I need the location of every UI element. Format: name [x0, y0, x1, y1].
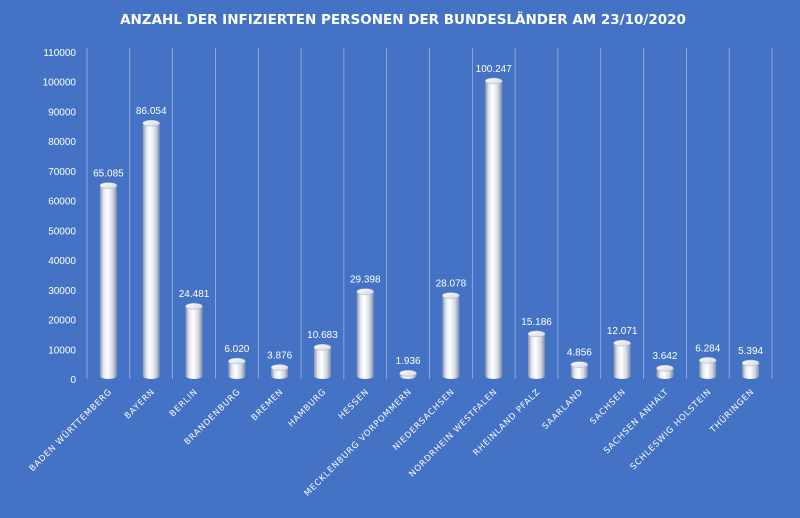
bar-cap [741, 359, 760, 367]
x-tick-label: BAYERN [123, 387, 157, 421]
y-tick-label: 100000 [43, 78, 77, 89]
bar [613, 339, 631, 379]
data-label: 29.398 [350, 275, 381, 286]
bar [656, 364, 674, 379]
bar-cap [185, 302, 203, 310]
bar [484, 77, 503, 379]
bar-cap [313, 343, 332, 351]
data-label: 28.078 [436, 279, 467, 290]
bar-body [742, 362, 760, 379]
data-label: 5.394 [738, 346, 763, 357]
bar-body [313, 347, 331, 379]
data-label: 6.020 [224, 344, 249, 355]
bar [142, 119, 160, 379]
bar [356, 288, 375, 379]
bar-body [185, 306, 203, 379]
bar-cap [356, 288, 375, 295]
bar-cap [699, 357, 717, 364]
bar-cap [484, 77, 503, 85]
data-labels: 65.085 86.054 24.481 6.020 3.876 10.683 29.398… [93, 64, 763, 367]
bar [228, 357, 246, 379]
y-tick-label: 60000 [48, 197, 76, 208]
y-tick-label: 50000 [48, 226, 76, 237]
y-tick-label: 90000 [48, 107, 76, 118]
data-label: 3.642 [652, 351, 677, 362]
bar [99, 182, 118, 379]
y-tick-label: 0 [70, 375, 76, 386]
bar-body [699, 360, 717, 379]
bar [399, 369, 417, 379]
data-label: 1.936 [396, 356, 421, 367]
bar [741, 359, 760, 379]
bar-body [356, 291, 374, 379]
x-tick-label: HAMBURG [286, 387, 328, 429]
bar-cap [142, 119, 160, 127]
bar-body [142, 123, 160, 379]
bars [99, 77, 760, 379]
bar-cap [656, 364, 674, 372]
bar-cap [570, 361, 589, 368]
x-tick-label: SACHSEN [588, 387, 628, 427]
x-tick-label: BREMEN [250, 387, 286, 423]
data-label: 10.683 [307, 330, 338, 341]
data-label: 6.284 [695, 343, 720, 354]
y-tick-label: 110000 [43, 48, 76, 59]
x-tick-label: BADEN WÜRTTEMBERG [27, 386, 115, 474]
bar-cap [442, 292, 460, 299]
y-tick-label: 80000 [48, 137, 76, 148]
bar [699, 357, 717, 379]
bar-body [228, 361, 246, 379]
x-axis: BADEN WÜRTTEMBERG BAYERN BERLINBRANDENBURG… [27, 386, 757, 498]
x-tick-label: NORDRHEIN WESTFALEN [407, 387, 499, 479]
bar [185, 302, 203, 379]
bar-cap [527, 330, 546, 338]
bar-cap [99, 182, 118, 189]
y-tick-label: 10000 [48, 345, 76, 356]
bar-body [485, 80, 503, 379]
bar-body [570, 364, 588, 379]
bar-body [528, 333, 546, 379]
data-label: 3.876 [267, 350, 292, 361]
bar [313, 343, 332, 379]
data-label: 100.247 [476, 64, 513, 75]
y-tick-label: 40000 [48, 256, 76, 267]
data-label: 12.071 [607, 326, 638, 337]
y-axis: 0 10000 20000 30000 40000 50000 60000 70000 8000… [43, 48, 77, 386]
x-tick-label: SAARLAND [541, 387, 586, 432]
data-label: 4.856 [567, 348, 592, 359]
bar-cap [613, 339, 631, 347]
bar-body [442, 295, 460, 379]
y-tick-label: 30000 [48, 286, 76, 297]
bar-cap [228, 357, 246, 365]
data-label: 86.054 [136, 106, 167, 117]
y-tick-label: 20000 [48, 316, 76, 327]
bar-body [99, 185, 117, 379]
grid-lines [86, 48, 773, 379]
x-tick-label: SCHLESWIG HOLSTEIN [629, 387, 714, 472]
bar [570, 361, 589, 379]
bar [527, 330, 546, 379]
y-tick-label: 70000 [48, 167, 76, 178]
data-label: 15.186 [521, 317, 552, 328]
bar [442, 292, 460, 379]
data-label: 65.085 [93, 169, 124, 180]
bar-cap [399, 369, 417, 377]
data-label: 24.481 [179, 289, 210, 300]
bar-body [613, 343, 631, 379]
bar-cap [270, 364, 289, 371]
bar [270, 364, 289, 379]
x-tick-label: THÜRINGEN [707, 386, 757, 436]
chart-title: ANZAHL DER INFIZIERTEN PERSONEN DER BUND… [120, 11, 686, 28]
x-tick-label: BERLIN [168, 387, 200, 419]
x-tick-label: HESSEN [337, 387, 372, 422]
